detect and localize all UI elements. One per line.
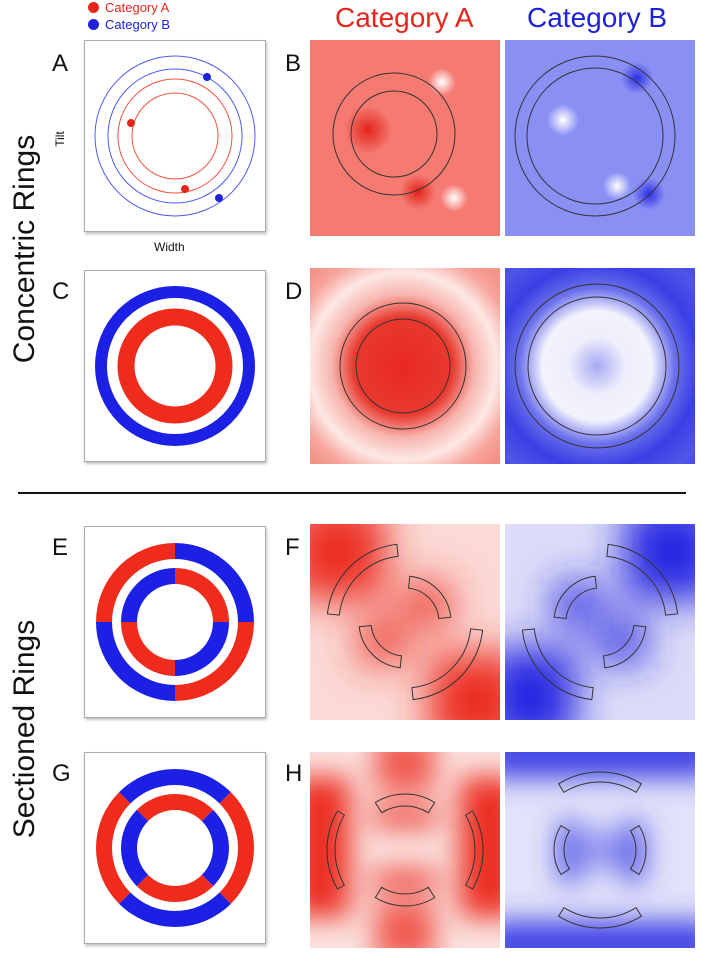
ring-sector [96,792,131,904]
legend-label: Category B [105,17,171,32]
panel-e-ring-diagram [84,526,266,718]
arc-outline [358,625,402,669]
ring-sector [201,809,229,887]
arc-outline [326,810,346,890]
ring-sector [175,622,229,676]
legend-item-category-b: Category B [88,17,170,32]
ring-sector [136,874,214,902]
arc-outline [629,824,647,876]
ring-sector [121,568,175,622]
arc-outline [553,824,571,876]
arc-outline [603,625,647,669]
ring-sector [219,792,254,904]
ring-sector [121,622,175,676]
column-header-category-a: Category A [335,2,474,33]
arc-outline [557,906,643,929]
ring-sector [175,543,254,622]
panel-a-ring-diagram [84,40,266,232]
arc-outline [408,575,452,619]
arc-outline [606,543,679,616]
row-label-sectioned: Sectioned Rings [8,619,41,839]
panel-label-b: B [285,50,302,77]
column-header-category-b: Category B [527,2,668,33]
panel-g-ring-diagram [84,752,266,944]
panel-f-category-b-heatmap [505,524,695,720]
panel-label-f: F [285,534,300,561]
legend-label: Category A [105,0,170,15]
arc-outline [374,886,436,907]
ring-sector [175,568,229,622]
arc-outline [374,793,436,814]
panel-c-ring-diagram [84,270,266,462]
panel-b-category-a-heatmap [310,40,500,236]
legend-item-category-a: Category A [88,0,169,15]
arc-outline [411,628,484,701]
section-divider [18,492,686,494]
arc-outline [557,771,643,794]
x-axis-label: Width [154,240,185,254]
ring-sector [121,809,149,887]
ring-sector [96,622,175,701]
ring-sector [136,794,214,822]
panel-label-h: H [285,760,303,787]
panel-b-category-b-heatmap [505,40,695,236]
panel-h-category-a-heatmap [310,752,500,948]
ring-sector [119,769,231,804]
y-axis-label: Tilt [52,131,67,147]
blue-dot-icon [88,19,99,30]
arc-outline [521,628,594,701]
panel-d-category-a-heatmap [310,268,500,464]
panel-h-category-b-heatmap [505,752,695,948]
ring-sector [175,622,254,701]
ring-sector [119,892,231,927]
panel-label-d: D [285,278,303,305]
red-dot-icon [88,2,99,13]
panel-d-category-b-heatmap [505,268,695,464]
panel-label-g: G [52,760,71,787]
panel-f-category-a-heatmap [310,524,500,720]
arc-outline [553,575,597,619]
row-label-concentric: Concentric Rings [8,134,41,364]
ring-sector [96,543,175,622]
panel-label-e: E [52,534,69,561]
panel-label-c: C [52,278,70,305]
panel-label-a: A [52,50,69,77]
arc-outline [326,543,399,616]
arc-outline [464,810,484,890]
